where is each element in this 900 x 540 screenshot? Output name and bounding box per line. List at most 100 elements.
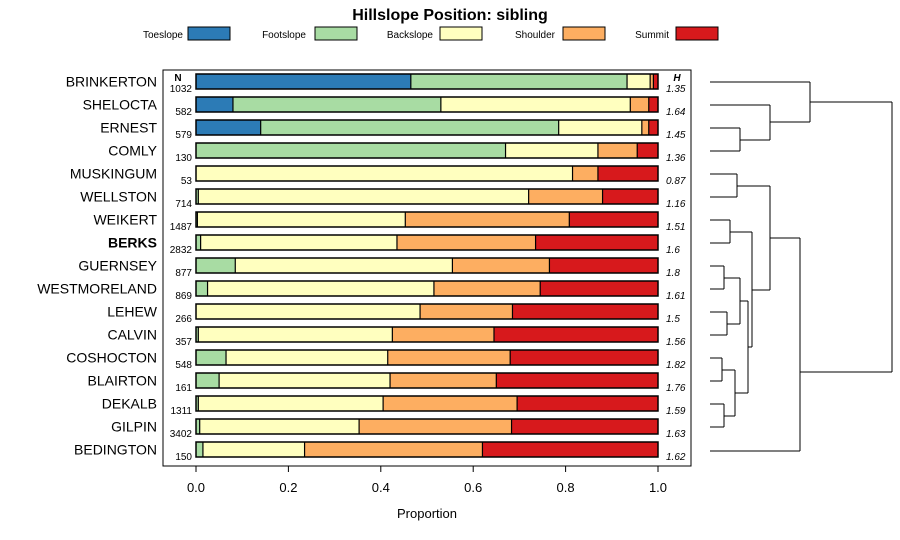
bar-outline (195, 395, 659, 412)
row-n-value: 53 (181, 176, 193, 187)
row-label: MUSKINGUM (70, 166, 157, 182)
legend-label-footslope: Footslope (262, 30, 306, 41)
bar-segment-shoulder (405, 212, 570, 227)
bar-segment-footslope (196, 189, 199, 204)
legend-swatch-backslope (439, 26, 483, 41)
row-label: BLAIRTON (87, 373, 157, 389)
legend-label-shoulder: Shoulder (515, 30, 556, 41)
bar-segment-footslope (196, 258, 236, 273)
row-n-value: 582 (175, 107, 192, 118)
row-h-value: 1.82 (666, 360, 686, 371)
row-h-value: 1.35 (666, 84, 686, 95)
bar-segment-backslope (200, 235, 397, 250)
row-h-value: 1.56 (666, 337, 686, 348)
bar-segment-backslope (505, 143, 598, 158)
row-label: LEHEW (107, 304, 158, 320)
bar-segment-backslope (196, 166, 573, 181)
bar-segment-shoulder (528, 189, 603, 204)
bar-outline (195, 165, 659, 182)
legend-swatch-toeslope (187, 26, 231, 41)
row-n-value: 3402 (170, 429, 193, 440)
x-axis-label: Proportion (397, 506, 457, 521)
bar-outline (195, 418, 659, 435)
bar-segment-backslope (207, 281, 434, 296)
bar-segment-shoulder (572, 166, 598, 181)
bar-segment-backslope (199, 419, 360, 434)
n-column-header: N (174, 73, 181, 84)
bar-segment-shoulder (641, 120, 649, 135)
bar-segment-backslope (226, 350, 388, 365)
bar-outline (195, 326, 659, 343)
bar-segment-backslope (196, 304, 421, 319)
bar-segment-footslope (196, 373, 220, 388)
legend-label-summit: Summit (635, 30, 669, 41)
bar-segment-toeslope (196, 74, 411, 89)
row-h-value: 1.16 (666, 199, 686, 210)
row-n-value: 266 (175, 314, 192, 325)
bar-segment-backslope (198, 327, 393, 342)
bar-segment-backslope (197, 212, 406, 227)
bar-segment-shoulder (597, 143, 638, 158)
row-h-value: 1.51 (666, 222, 685, 233)
row-label: BEDINGTON (74, 442, 157, 458)
bar-outline (195, 96, 659, 113)
bar-segment-footslope (410, 74, 628, 89)
row-h-value: 1.64 (666, 107, 686, 118)
bar-segment-shoulder (390, 373, 497, 388)
bar-segment-shoulder (383, 396, 518, 411)
bar-outline (195, 441, 659, 458)
row-label: WESTMORELAND (37, 281, 157, 297)
bar-segment-footslope (196, 235, 201, 250)
bar-segment-shoulder (420, 304, 513, 319)
bar-segment-summit (511, 419, 658, 434)
row-n-value: 161 (175, 383, 192, 394)
bar-segment-backslope (558, 120, 642, 135)
bar-segment-footslope (196, 143, 506, 158)
bar-segment-shoulder (452, 258, 550, 273)
bar-segment-summit (602, 189, 658, 204)
bar-segment-shoulder (304, 442, 483, 457)
bar-segment-footslope (196, 419, 200, 434)
bar-segment-toeslope (196, 97, 233, 112)
row-label: SHELOCTA (83, 97, 158, 113)
h-column-header: H (673, 73, 681, 84)
legend-label-toeslope: Toeslope (143, 30, 183, 41)
row-n-value: 1032 (170, 84, 193, 95)
bar-segment-summit (510, 350, 658, 365)
row-n-value: 877 (175, 268, 192, 279)
row-h-value: 1.8 (666, 268, 680, 279)
bar-segment-summit (517, 396, 658, 411)
bar-outline (195, 119, 659, 136)
bar-segment-footslope (196, 327, 199, 342)
bar-outline (195, 142, 659, 159)
row-h-value: 1.76 (666, 383, 686, 394)
bar-rows: BRINKERTON 1032 1.35 SHELOCTA 582 1.64 ERNEST 5… (37, 73, 686, 463)
legend-swatch-summit (675, 26, 719, 41)
row-label: GUERNSEY (78, 258, 157, 274)
legend-label-backslope: Backslope (387, 30, 434, 41)
bar-segment-shoulder (433, 281, 541, 296)
legend-swatch-shoulder (562, 26, 606, 41)
legend: Toeslope Footslope Backslope Shoulder Summit (143, 26, 719, 41)
bar-segment-backslope (219, 373, 391, 388)
bar-segment-footslope (196, 396, 199, 411)
bar-outline (195, 188, 659, 205)
chart-title: Hillslope Position: sibling (352, 7, 548, 24)
bar-segment-summit (648, 97, 658, 112)
x-axis: 0.0 0.2 0.4 0.6 0.8 1.0 (187, 466, 667, 495)
bar-segment-footslope (196, 350, 227, 365)
row-h-value: 1.62 (666, 452, 686, 463)
dendrogram (710, 81, 893, 452)
bar-segment-summit (597, 166, 658, 181)
bar-segment-summit (493, 327, 658, 342)
row-label: BRINKERTON (66, 74, 157, 90)
bar-segment-summit (549, 258, 658, 273)
row-label: BERKS (108, 235, 157, 251)
x-tick-label: 0.2 (279, 480, 297, 495)
bar-segment-backslope (198, 396, 384, 411)
row-n-value: 579 (175, 130, 192, 141)
bar-segment-summit (653, 74, 658, 89)
bar-segment-toeslope (196, 120, 261, 135)
row-h-value: 1.45 (666, 130, 686, 141)
bar-segment-shoulder (396, 235, 536, 250)
